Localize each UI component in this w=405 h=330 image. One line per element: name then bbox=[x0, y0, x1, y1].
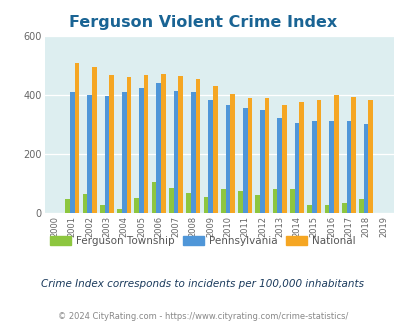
Bar bbox=[242, 108, 247, 213]
Bar bbox=[350, 97, 355, 213]
Bar bbox=[134, 198, 139, 213]
Bar bbox=[156, 83, 161, 213]
Bar bbox=[264, 98, 269, 213]
Bar bbox=[139, 88, 143, 213]
Bar bbox=[281, 105, 286, 213]
Bar bbox=[311, 121, 316, 213]
Bar bbox=[117, 209, 121, 213]
Bar bbox=[173, 91, 178, 213]
Bar bbox=[346, 121, 350, 213]
Bar bbox=[126, 77, 131, 213]
Bar bbox=[294, 123, 298, 213]
Bar bbox=[195, 79, 200, 213]
Bar bbox=[220, 189, 225, 213]
Bar bbox=[298, 102, 303, 213]
Bar bbox=[82, 194, 87, 213]
Bar bbox=[341, 203, 346, 213]
Legend: Ferguson Township, Pennsylvania, National: Ferguson Township, Pennsylvania, Nationa… bbox=[46, 232, 359, 250]
Bar bbox=[92, 67, 96, 213]
Bar bbox=[178, 76, 183, 213]
Bar bbox=[203, 197, 208, 213]
Bar bbox=[272, 189, 277, 213]
Bar bbox=[225, 105, 230, 213]
Bar bbox=[122, 92, 126, 213]
Bar bbox=[208, 100, 212, 213]
Bar bbox=[143, 75, 148, 213]
Bar bbox=[289, 189, 294, 213]
Bar bbox=[109, 75, 114, 213]
Text: © 2024 CityRating.com - https://www.cityrating.com/crime-statistics/: © 2024 CityRating.com - https://www.city… bbox=[58, 312, 347, 321]
Bar bbox=[307, 205, 311, 213]
Bar bbox=[161, 74, 165, 213]
Bar bbox=[255, 195, 260, 213]
Bar bbox=[247, 98, 252, 213]
Bar bbox=[100, 205, 104, 213]
Bar bbox=[368, 100, 372, 213]
Bar bbox=[358, 199, 363, 213]
Bar bbox=[212, 86, 217, 213]
Text: Ferguson Violent Crime Index: Ferguson Violent Crime Index bbox=[69, 15, 336, 30]
Bar bbox=[168, 188, 173, 213]
Bar bbox=[75, 63, 79, 213]
Bar bbox=[104, 96, 109, 213]
Bar bbox=[238, 191, 242, 213]
Bar bbox=[190, 92, 195, 213]
Bar bbox=[186, 193, 190, 213]
Bar bbox=[151, 182, 156, 213]
Text: Crime Index corresponds to incidents per 100,000 inhabitants: Crime Index corresponds to incidents per… bbox=[41, 279, 364, 289]
Bar bbox=[65, 199, 70, 213]
Bar bbox=[363, 124, 368, 213]
Bar bbox=[260, 111, 264, 213]
Bar bbox=[328, 121, 333, 213]
Bar bbox=[277, 118, 281, 213]
Bar bbox=[316, 100, 320, 213]
Bar bbox=[333, 95, 338, 213]
Bar bbox=[87, 95, 92, 213]
Bar bbox=[70, 92, 75, 213]
Bar bbox=[324, 205, 328, 213]
Bar bbox=[230, 94, 234, 213]
